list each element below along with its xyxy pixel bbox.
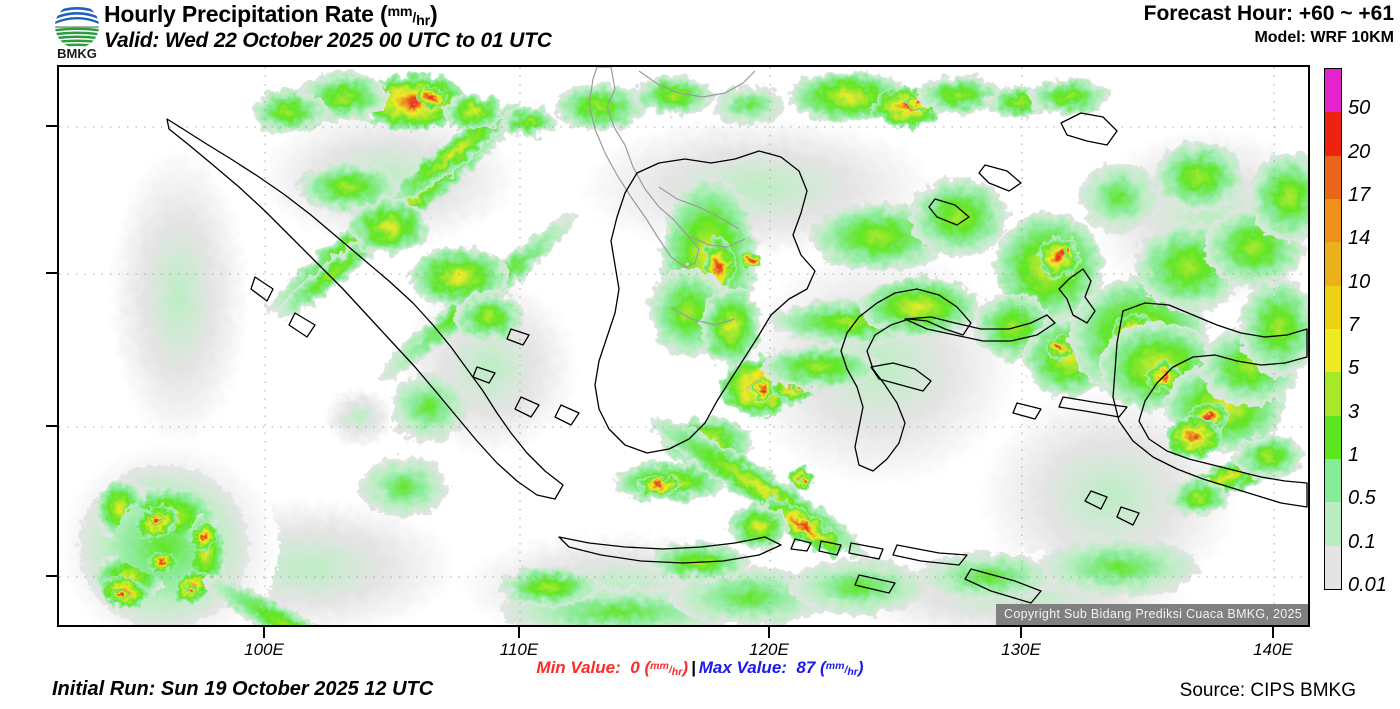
title-unit-denominator: hr <box>416 12 431 29</box>
x-axis-tick <box>1020 627 1022 638</box>
colorbar-label-3: 3 <box>1348 400 1360 423</box>
source-text: Source: CIPS BMKG <box>1179 680 1356 701</box>
max-unit-denominator: hr <box>847 666 858 679</box>
colorbar-band-1 <box>1325 415 1341 459</box>
colorbar-band-5 <box>1325 328 1341 373</box>
x-axis-tick <box>263 627 265 638</box>
colorbar-label-20: 20 <box>1348 140 1371 163</box>
title-unit: (mm/hr) <box>379 1 438 29</box>
x-axis-label-100e: 100E <box>244 640 284 659</box>
colorbar-band-3 <box>1325 372 1341 416</box>
colorbar-band-7 <box>1325 285 1341 329</box>
min-value-group: Min Value: 0 (mm/hr) <box>536 658 688 679</box>
min-label: Min Value: <box>536 658 621 677</box>
colorbar-band-50 <box>1325 69 1341 113</box>
colorbar-band-20 <box>1325 112 1341 156</box>
colorbar-label-1: 1 <box>1348 444 1360 466</box>
colorbar-band-0.5 <box>1325 458 1341 503</box>
page-title: Hourly Precipitation Rate (mm/hr) <box>104 0 552 28</box>
colorbar-label-7: 7 <box>1348 314 1360 336</box>
title-unit-slash: / <box>412 10 417 26</box>
max-unit-numerator: mm <box>825 659 845 672</box>
max-value-group: Max Value: 87 (mm/hr) <box>698 658 864 679</box>
min-unit-numerator: mm <box>650 659 669 672</box>
colorbar-label-0.01: 0.01 <box>1348 574 1387 596</box>
min-max-values: Min Value: 0 (mm/hr) | Max Value: 87 (mm/h… <box>0 658 1400 678</box>
title-unit-numerator: mm <box>387 4 413 21</box>
x-axis-label-120e: 120E <box>749 640 789 659</box>
colorbar-band-0.01 <box>1325 545 1341 589</box>
y-axis-tick <box>46 575 57 577</box>
colorbar-band-10 <box>1325 242 1341 286</box>
colorbar-label-0.1: 0.1 <box>1348 530 1376 553</box>
initial-run-text: Initial Run: Sun 19 October 2025 12 UTC <box>52 678 434 700</box>
max-value: 87 <box>796 658 816 677</box>
max-label: Max Value: <box>698 658 787 677</box>
forecast-info-block: Forecast Hour: +60 ~ +61 Model: WRF 10KM <box>1144 0 1394 49</box>
x-axis-label-130e: 130E <box>1001 640 1041 659</box>
x-axis-tick <box>1272 627 1274 638</box>
colorbar-band-14 <box>1325 198 1341 243</box>
admin-borders <box>588 67 756 326</box>
map-raster-layer <box>59 67 1308 625</box>
colorbar-label-50: 50 <box>1348 97 1371 120</box>
colorbar-band-0.1 <box>1325 502 1341 546</box>
colorbar-labels: 50 20 17 14 10 7 5 3 1 0.5 0.1 0.01 <box>1348 68 1398 595</box>
x-axis-label-140e: 140E <box>1253 640 1293 659</box>
title-block: Hourly Precipitation Rate (mm/hr) Valid:… <box>104 0 552 54</box>
copyright-watermark: Copyright Sub Bidang Prediksi Cuaca BMKG… <box>996 604 1308 625</box>
colorbar-label-5: 5 <box>1348 357 1360 380</box>
minmax-separator: | <box>690 658 696 677</box>
coastlines <box>166 112 1308 604</box>
min-value: 0 <box>630 658 640 677</box>
x-axis-tick <box>768 627 770 638</box>
colorbar-band-17 <box>1325 155 1341 199</box>
forecast-hour-text: Forecast Hour: +60 ~ +61 <box>1143 2 1394 25</box>
page-title-text: Hourly Precipitation Rate <box>104 1 374 27</box>
model-text: Model: WRF 10KM <box>1254 29 1394 46</box>
y-axis-tick <box>46 125 57 127</box>
min-unit-denominator: hr <box>671 666 683 679</box>
colorbar-label-0.5: 0.5 <box>1348 487 1376 510</box>
colorbar[interactable] <box>1324 68 1342 590</box>
y-axis-tick <box>46 425 57 427</box>
colorbar-label-10: 10 <box>1348 270 1371 293</box>
bmkg-logo: BMKG <box>46 2 108 60</box>
x-axis-tick <box>518 627 520 638</box>
precipitation-map[interactable]: Copyright Sub Bidang Prediksi Cuaca BMKG… <box>57 65 1310 627</box>
colorbar-label-17: 17 <box>1348 184 1371 206</box>
y-axis-tick <box>46 272 57 274</box>
valid-time-text: Valid: Wed 22 October 2025 00 UTC to 01 … <box>104 29 552 52</box>
x-axis-label-110e: 110E <box>499 640 539 659</box>
colorbar-label-14: 14 <box>1348 227 1371 250</box>
svg-text:BMKG: BMKG <box>57 46 97 60</box>
